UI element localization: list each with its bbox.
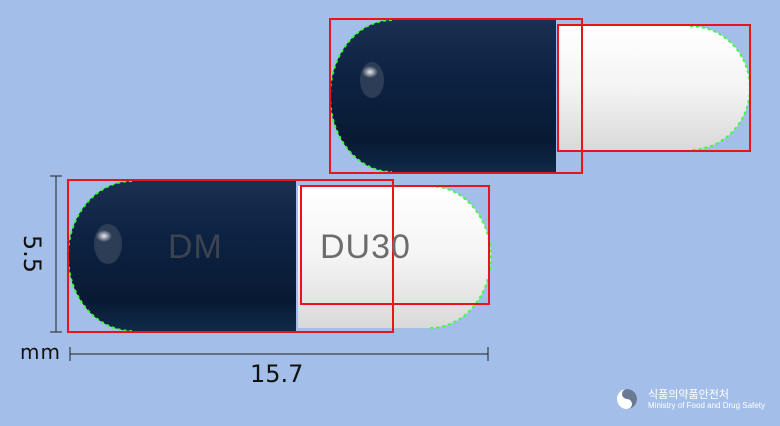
cap-imprint: DM: [168, 228, 223, 266]
detection-box: [300, 185, 490, 305]
logo-korean: 식품의약품안전처: [648, 388, 729, 401]
logo-english: Ministry of Food and Drug Safety: [648, 401, 765, 410]
dimension-lines: [50, 175, 489, 361]
body-imprint: DU30: [320, 228, 411, 266]
detection-box: [67, 179, 394, 333]
unit-label: mm: [20, 340, 61, 364]
capsule-front-body: [298, 186, 491, 328]
length-label: 15.7: [250, 360, 304, 388]
logo-icon: [617, 389, 637, 409]
height-label: 5.5: [18, 234, 46, 274]
capsule-back-body: [558, 26, 750, 150]
capsule-back-cap: [330, 20, 556, 172]
detection-box: [329, 18, 583, 174]
capsule-back: [329, 18, 751, 174]
capsule-front-highlight: [94, 224, 122, 264]
capsule-front: [67, 179, 492, 333]
capsule-front-cap: [68, 181, 296, 331]
detection-box: [557, 24, 751, 152]
